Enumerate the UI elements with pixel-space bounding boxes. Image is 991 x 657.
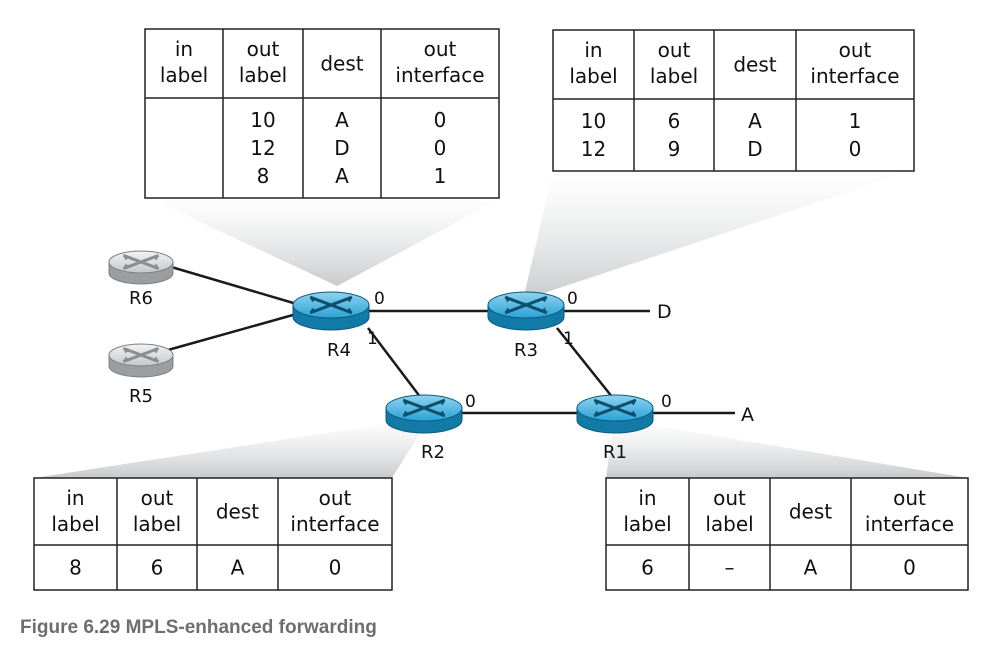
iface-r1-0: 0 [661,392,672,412]
callout-r3 [523,171,912,300]
iface-r3-1: 1 [563,329,574,349]
router-r5-icon [108,343,174,378]
destinations: D A [657,301,754,426]
table-r3-cell-in-label: 10 [581,109,606,133]
callout-r2 [34,417,430,478]
table-r4-cell-out-label: 12 [250,136,275,160]
router-label-r4: R4 [327,340,351,361]
table-r4-header-out-label: label [239,63,287,87]
router-r3-icon [487,291,565,331]
table-r2-header-out-interface: out [319,486,352,510]
table-r3-header-dest: dest [733,53,776,77]
router-r4-icon [292,291,370,331]
table-r4-cell-dest: A [335,108,349,132]
table-r4-cell-out-interface: 0 [434,108,447,132]
table-r2-header-out-label: label [133,512,181,536]
table-r3-cell-out-interface: 0 [849,137,862,161]
iface-r2-0: 0 [465,392,476,412]
table-r2-header-in-label: label [51,512,99,536]
router-label-r2: R2 [421,442,445,463]
table-r1-header-out-interface: out [893,486,926,510]
table-r4-header-out-interface: out [424,37,457,61]
table-r4-header-in-label: in [175,37,193,61]
table-r2-header-in-label: in [66,486,84,510]
table-r4-header-in-label: label [160,63,208,87]
table-r1-cell-out-interface: 0 [903,556,916,580]
callout-r4 [145,196,506,286]
table-r3-cell-out-label: 9 [668,137,681,161]
table-r4-cell-out-interface: 0 [434,136,447,160]
table-r3-header-in-label: label [569,64,617,88]
table-r3-cell-dest: A [748,109,762,133]
table-r2-cell-dest: A [231,556,245,580]
table-r4-header-dest: dest [320,52,363,76]
router-label-r1: R1 [603,442,627,463]
link-r3-r1 [556,327,614,399]
table-r1-cell-in-label: 6 [641,556,654,580]
table-r3-header-out-label: label [650,64,698,88]
table-r4-cell-out-label: 8 [257,164,270,188]
router-label-r6: R6 [129,288,153,309]
iface-r4-0: 0 [374,289,385,309]
table-r1-header-out-label: label [705,512,753,536]
table-r4-cell-out-interface: 1 [434,164,447,188]
table-r1-header-in-label: in [638,486,656,510]
link-r5-r4 [167,311,301,352]
table-r3-header-out-label: out [658,38,691,62]
interface-labels: 0 1 0 1 0 0 [367,289,672,412]
table-r4-header-out-interface: interface [395,63,484,87]
table-r1-header-dest: dest [789,500,832,524]
table-r4-cell-dest: A [335,164,349,188]
table-r3-cell-out-interface: 1 [849,109,862,133]
router-r6-icon [108,250,174,285]
table-r1-header-out-label: out [713,486,746,510]
forwarding-tables: inlabeloutlabel10128destADAoutinterface0… [33,28,969,591]
table-r2-header-out-label: out [141,486,174,510]
table-r1-cell-dest: A [804,556,818,580]
table-r4-cell-out-label: 10 [250,108,275,132]
iface-r4-1: 1 [367,329,378,349]
links [167,264,735,415]
link-r6-r4 [167,264,308,309]
router-label-r5: R5 [129,386,153,407]
table-r2-header-out-interface: interface [290,512,379,536]
table-r3-header-out-interface: interface [810,64,899,88]
routers [108,250,654,434]
table-r4-cell-dest: D [334,136,349,160]
table-r2-cell-in-label: 8 [69,556,82,580]
router-r1-icon [576,394,654,434]
table-r3-cell-out-label: 6 [668,109,681,133]
table-r3: inlabel1012outlabel69destADoutinterface1… [552,29,915,172]
dest-a: A [741,404,754,426]
table-r2-cell-out-label: 6 [151,556,164,580]
iface-r3-0: 0 [567,289,578,309]
table-r1-header-out-interface: interface [865,512,954,536]
table-r2-cell-out-interface: 0 [329,556,342,580]
link-r4-r2 [367,327,422,399]
table-r3-header-out-interface: out [839,38,872,62]
table-r2-header-dest: dest [216,500,259,524]
table-r1-header-in-label: label [623,512,671,536]
table-r4-header-out-label: out [247,37,280,61]
table-r3-header-in-label: in [584,38,602,62]
table-r4: inlabeloutlabel10128destADAoutinterface0… [144,28,500,199]
table-r3-cell-dest: D [747,137,762,161]
callout-r1 [606,419,968,478]
dest-d: D [657,301,672,323]
router-r2-icon [385,394,463,434]
router-label-r3: R3 [514,340,538,361]
router-names: R6 R5 R4 R3 R2 R1 [129,288,627,463]
table-r3-cell-in-label: 12 [581,137,606,161]
callout-cones [34,171,968,478]
table-r1-cell-out-label: – [725,556,735,580]
figure-caption: Figure 6.29 MPLS-enhanced forwarding [20,617,377,638]
